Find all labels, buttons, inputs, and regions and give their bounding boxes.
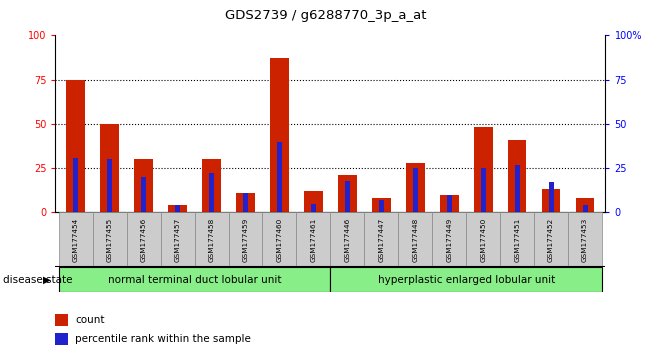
Text: GSM177449: GSM177449 <box>446 218 452 262</box>
Bar <box>330 267 602 292</box>
Bar <box>466 212 500 267</box>
Bar <box>568 212 602 267</box>
Bar <box>92 212 127 267</box>
Text: GSM177453: GSM177453 <box>582 218 588 262</box>
Text: GSM177456: GSM177456 <box>141 218 146 262</box>
Bar <box>474 127 493 212</box>
Bar <box>345 181 350 212</box>
Text: GSM177457: GSM177457 <box>174 218 180 262</box>
Bar <box>480 168 486 212</box>
Bar <box>447 195 452 212</box>
Bar <box>236 193 255 212</box>
Text: ▶: ▶ <box>43 275 51 285</box>
Text: GSM177460: GSM177460 <box>277 218 283 262</box>
Text: GSM177461: GSM177461 <box>311 218 316 262</box>
Bar <box>229 212 262 267</box>
Bar <box>500 212 534 267</box>
Bar <box>243 193 248 212</box>
Bar <box>583 205 588 212</box>
Text: GSM177459: GSM177459 <box>242 218 249 262</box>
Text: GSM177458: GSM177458 <box>208 218 215 262</box>
Bar <box>379 200 384 212</box>
Bar <box>202 159 221 212</box>
Bar <box>508 140 527 212</box>
Bar <box>277 142 282 212</box>
Text: GSM177447: GSM177447 <box>378 218 384 262</box>
Text: GSM177452: GSM177452 <box>548 218 554 262</box>
Text: GSM177450: GSM177450 <box>480 218 486 262</box>
Bar <box>195 212 229 267</box>
Text: percentile rank within the sample: percentile rank within the sample <box>76 335 251 344</box>
Bar <box>59 267 330 292</box>
Bar <box>141 177 146 212</box>
Bar <box>161 212 195 267</box>
Bar <box>304 191 323 212</box>
Bar <box>406 163 424 212</box>
Text: normal terminal duct lobular unit: normal terminal duct lobular unit <box>108 275 281 285</box>
Text: GSM177448: GSM177448 <box>412 218 419 262</box>
Bar <box>270 58 289 212</box>
Bar <box>59 212 92 267</box>
Bar <box>175 205 180 212</box>
Bar <box>107 159 112 212</box>
Bar <box>66 80 85 212</box>
Bar <box>311 204 316 212</box>
Bar <box>100 124 119 212</box>
Text: disease state: disease state <box>3 275 73 285</box>
Bar <box>55 314 68 326</box>
Text: GSM177454: GSM177454 <box>73 218 79 262</box>
Text: hyperplastic enlarged lobular unit: hyperplastic enlarged lobular unit <box>378 275 555 285</box>
Bar <box>398 212 432 267</box>
Bar <box>534 212 568 267</box>
Bar <box>514 165 519 212</box>
Bar <box>134 159 153 212</box>
Bar <box>330 212 365 267</box>
Bar <box>127 212 161 267</box>
Bar <box>262 212 296 267</box>
Bar <box>296 212 330 267</box>
Text: GSM177455: GSM177455 <box>107 218 113 262</box>
Bar <box>549 182 553 212</box>
Text: GSM177446: GSM177446 <box>344 218 350 262</box>
Bar <box>413 168 418 212</box>
Text: GDS2739 / g6288770_3p_a_at: GDS2739 / g6288770_3p_a_at <box>225 9 426 22</box>
Bar <box>440 195 458 212</box>
Bar <box>73 158 78 212</box>
Bar <box>372 198 391 212</box>
Bar <box>168 205 187 212</box>
Bar <box>542 189 561 212</box>
Bar <box>55 333 68 346</box>
Text: count: count <box>76 315 105 325</box>
Bar <box>209 173 214 212</box>
Bar <box>432 212 466 267</box>
Bar <box>575 198 594 212</box>
Bar <box>365 212 398 267</box>
Bar <box>338 175 357 212</box>
Text: GSM177451: GSM177451 <box>514 218 520 262</box>
